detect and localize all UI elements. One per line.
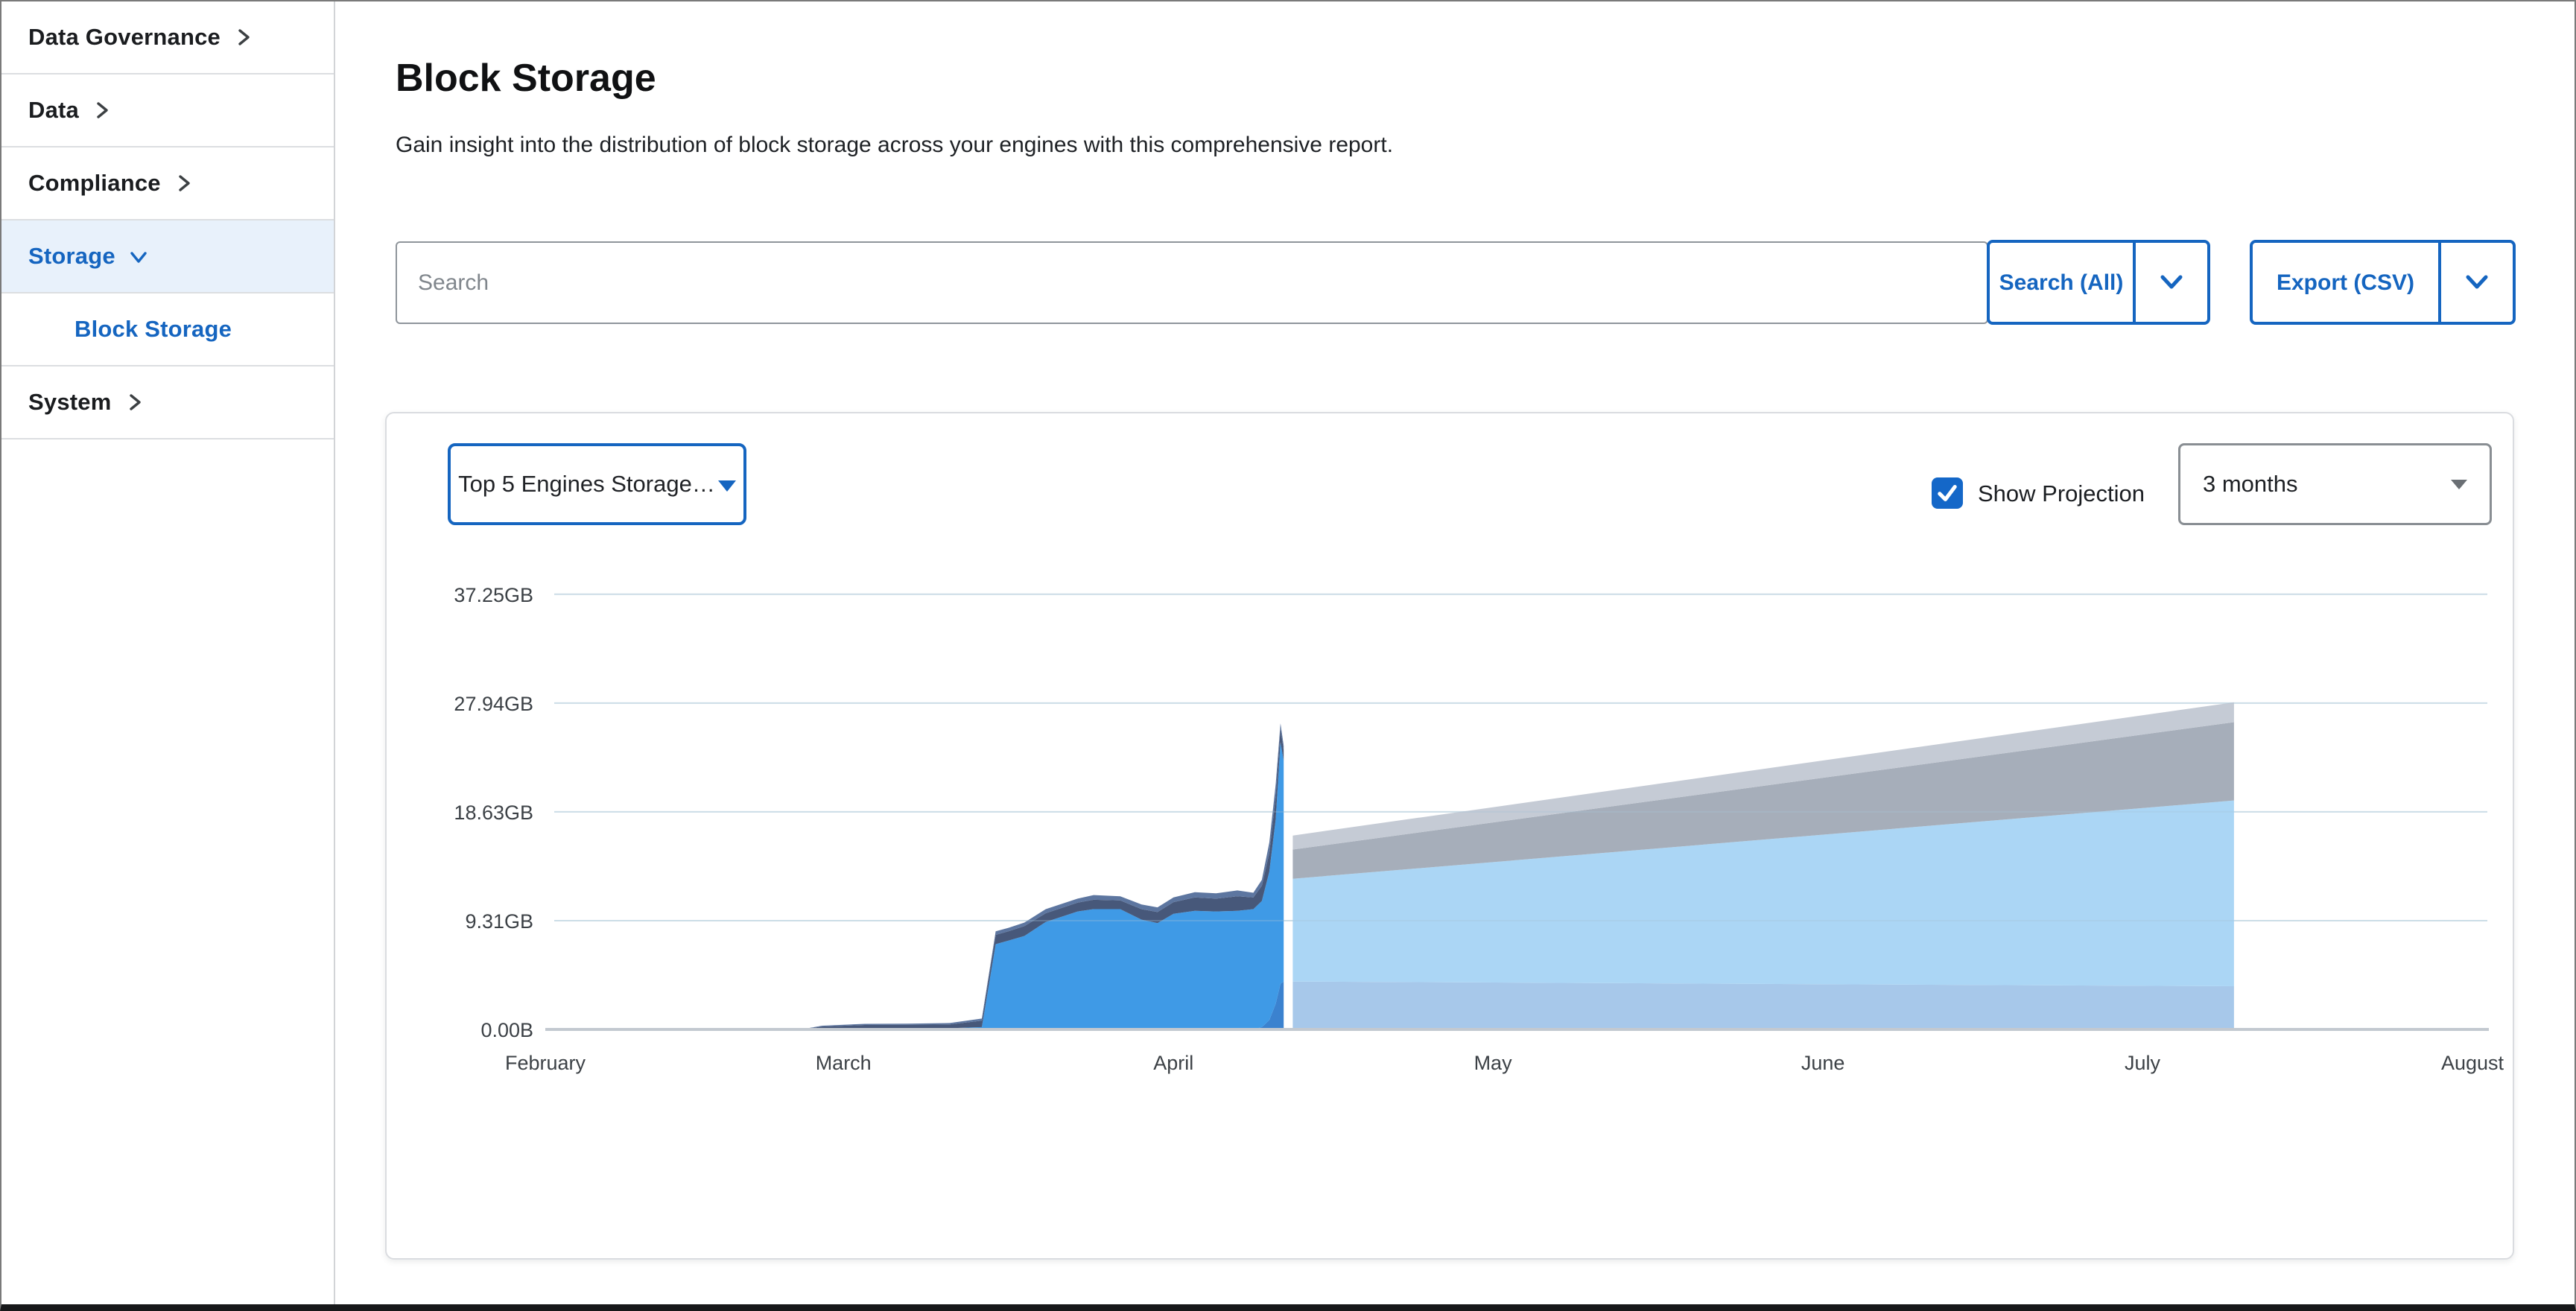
sidebar-item-label: Storage xyxy=(28,243,115,269)
y-axis-tick-label: 0.00B xyxy=(480,1019,533,1041)
projection-range-select[interactable]: 3 months xyxy=(2178,443,2492,525)
series-bn-develop-projected xyxy=(1292,702,2234,850)
chevron-right-icon xyxy=(238,29,250,45)
series-swiner-trunk-projected xyxy=(1292,800,2234,986)
chevron-right-icon xyxy=(97,102,108,118)
projection-range-value: 3 months xyxy=(2203,471,2298,497)
sidebar-item-compliance[interactable]: Compliance xyxy=(1,147,334,220)
sidebar-item-block-storage[interactable]: Block Storage xyxy=(1,293,334,366)
checkmark-icon xyxy=(1938,484,1957,502)
storage-area-chart: 0.00B 9.31GB 18.63GB 27.94GB 37.25GB February… xyxy=(454,584,2504,1074)
x-axis-tick-label: August xyxy=(2441,1052,2504,1074)
x-axis-tick-label: February xyxy=(505,1052,586,1074)
export-csv-button[interactable]: Export (CSV) xyxy=(2250,240,2516,325)
page-title: Block Storage xyxy=(396,56,656,100)
chevron-right-icon xyxy=(129,394,141,410)
chevron-right-icon xyxy=(179,175,190,191)
y-axis-tick-label: 37.25GB xyxy=(454,584,533,606)
x-axis-tick-label: July xyxy=(2125,1052,2161,1074)
y-axis-tick-label: 18.63GB xyxy=(454,801,533,824)
chart-metric-dropdown-label: Top 5 Engines Storage… xyxy=(458,471,715,497)
sidebar-item-storage[interactable]: Storage xyxy=(1,220,334,293)
sidebar-item-label: Compliance xyxy=(28,170,161,196)
sidebar-nav: Data Governance Data Compliance Storage Bloc… xyxy=(1,1,335,1304)
button-divider xyxy=(2438,243,2441,322)
sidebar-item-data[interactable]: Data xyxy=(1,74,334,147)
series-swiner-trunk xyxy=(545,742,1284,1029)
caret-down-icon xyxy=(717,480,736,492)
chevron-down-icon xyxy=(130,252,147,263)
sidebar-item-data-governance[interactable]: Data Governance xyxy=(1,1,334,74)
sidebar-item-label: Block Storage xyxy=(74,316,232,342)
show-projection-checkbox[interactable] xyxy=(1932,477,1963,509)
sidebar-item-label: Data xyxy=(28,97,79,123)
storage-chart-card: Top 5 Engines Storage… Show Projection 3… xyxy=(385,412,2514,1260)
caret-down-icon xyxy=(2451,479,2467,489)
page-subtitle: Gain insight into the distribution of bl… xyxy=(396,133,1394,157)
search-all-button-label[interactable]: Search (All) xyxy=(1999,270,2124,295)
x-axis-tick-label: May xyxy=(1474,1052,1513,1074)
series-em-trunk-projected xyxy=(1292,981,2234,1029)
chevron-down-icon xyxy=(2160,275,2183,289)
y-axis-tick-label: 27.94GB xyxy=(454,693,533,715)
sidebar-item-system[interactable]: System xyxy=(1,366,334,439)
export-csv-button-label[interactable]: Export (CSV) xyxy=(2276,270,2414,295)
button-divider xyxy=(2133,243,2136,322)
sidebar-item-label: System xyxy=(28,389,112,415)
y-axis-tick-label: 9.31GB xyxy=(465,910,533,933)
x-axis-tick-label: June xyxy=(1801,1052,1845,1074)
series-bn-trunk-projected xyxy=(1292,722,2234,879)
search-scope-dropdown[interactable] xyxy=(2136,243,2207,322)
export-format-dropdown[interactable] xyxy=(2441,243,2513,322)
x-axis-tick-label: March xyxy=(816,1052,872,1074)
chevron-down-icon xyxy=(2466,275,2488,289)
search-input[interactable] xyxy=(396,241,1988,324)
sidebar-item-label: Data Governance xyxy=(28,24,221,50)
search-all-button[interactable]: Search (All) xyxy=(1987,240,2210,325)
chart-metric-dropdown[interactable]: Top 5 Engines Storage… xyxy=(448,443,746,525)
x-axis-tick-label: April xyxy=(1153,1052,1193,1074)
show-projection-label: Show Projection xyxy=(1978,480,2145,507)
